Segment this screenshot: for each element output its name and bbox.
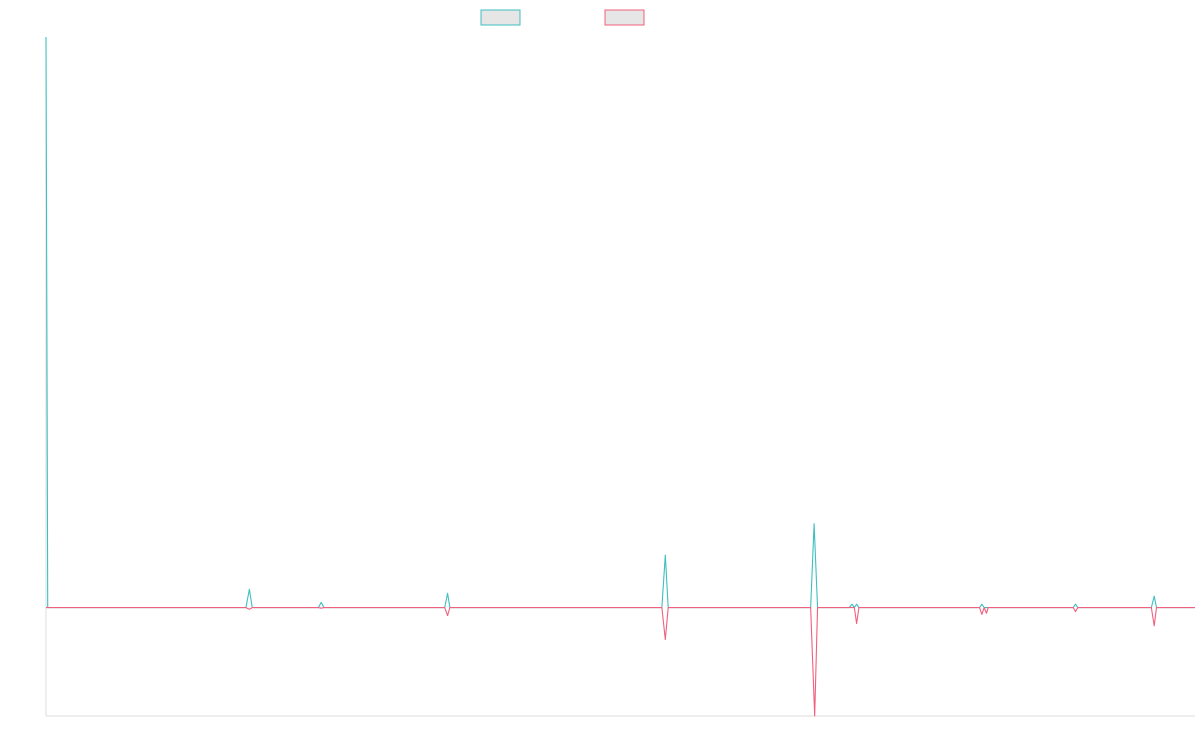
chart-axes — [45, 37, 1195, 717]
chart-legend — [480, 9, 645, 26]
legend-swatch-1[interactable] — [480, 9, 521, 26]
series-line-1 — [45, 36, 1195, 609]
chart-series — [45, 36, 1195, 717]
series-line-2 — [46, 607, 1195, 717]
legend-swatch-2[interactable] — [604, 9, 645, 26]
